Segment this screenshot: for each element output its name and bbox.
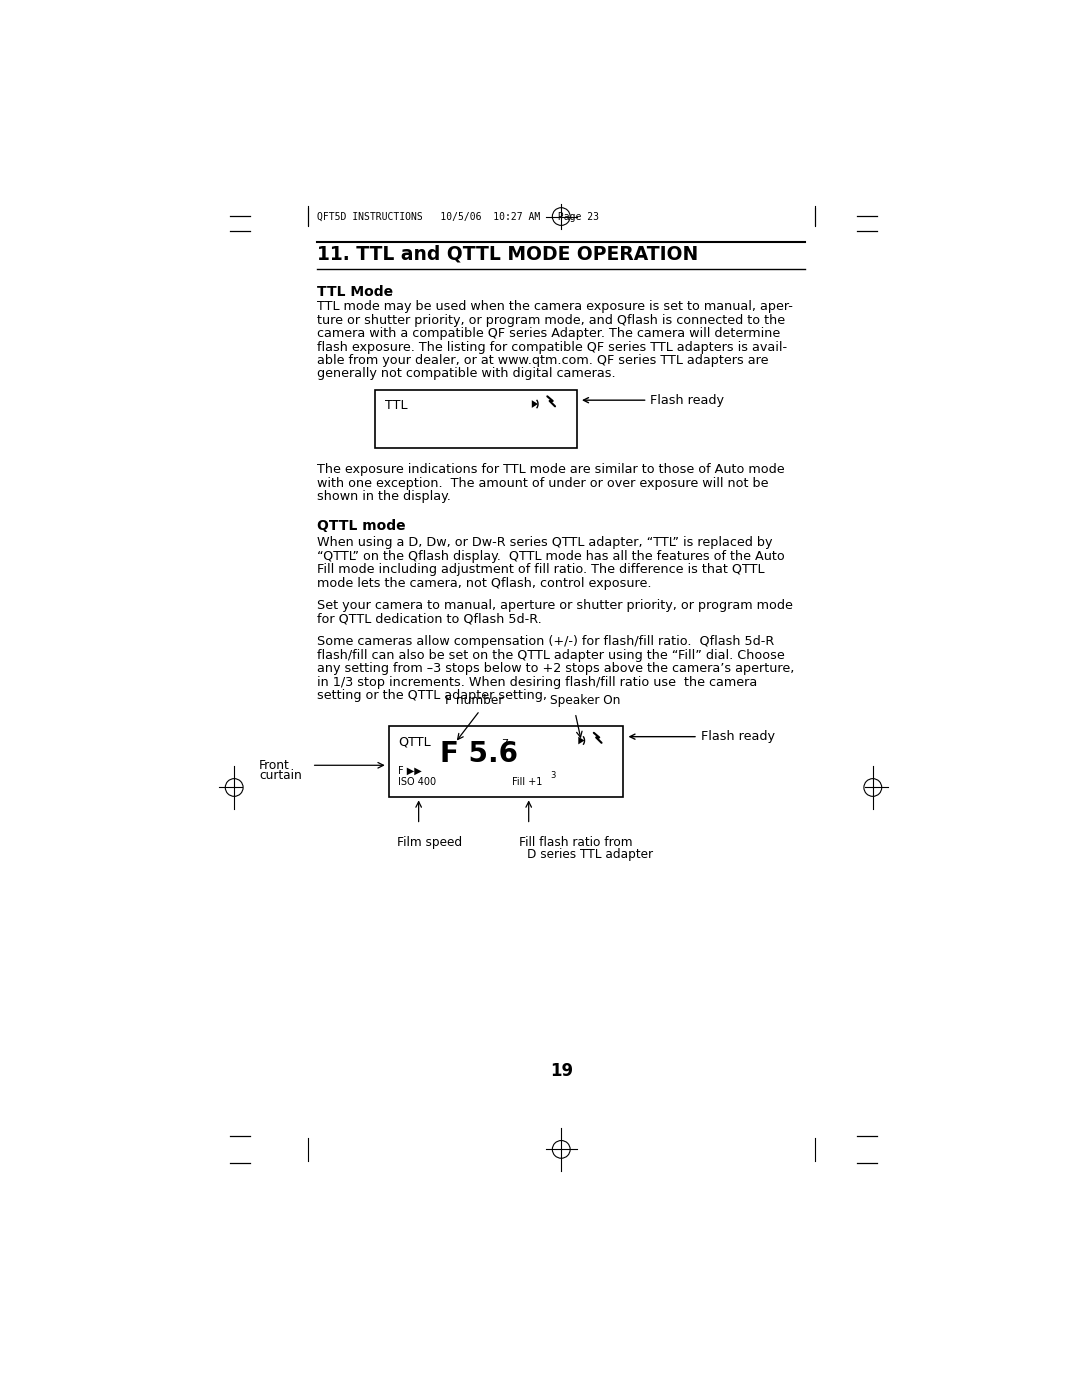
Text: Fill mode including adjustment of fill ratio. The difference is that QTTL: Fill mode including adjustment of fill r…	[318, 563, 765, 576]
Text: any setting from –3 stops below to +2 stops above the camera’s aperture,: any setting from –3 stops below to +2 st…	[318, 662, 795, 675]
Text: “QTTL” on the Qflash display.  QTTL mode has all the features of the Auto: “QTTL” on the Qflash display. QTTL mode …	[318, 549, 785, 563]
Text: 19: 19	[550, 1062, 572, 1080]
Text: able from your dealer, or at www.qtm.com. QF series TTL adapters are: able from your dealer, or at www.qtm.com…	[318, 353, 769, 367]
Text: QTTL mode: QTTL mode	[318, 520, 406, 534]
Text: in 1/3 stop increments. When desiring flash/fill ratio use  the camera: in 1/3 stop increments. When desiring fl…	[318, 676, 757, 689]
Text: Fill +1: Fill +1	[512, 777, 542, 787]
Text: Set your camera to manual, aperture or shutter priority, or program mode: Set your camera to manual, aperture or s…	[318, 599, 793, 612]
Polygon shape	[578, 736, 584, 745]
Text: flash exposure. The listing for compatible QF series TTL adapters is avail-: flash exposure. The listing for compatib…	[318, 341, 787, 353]
Text: When using a D, Dw, or Dw-R series QTTL adapter, “TTL” is replaced by: When using a D, Dw, or Dw-R series QTTL …	[318, 536, 772, 549]
Bar	[389, 726, 623, 798]
Polygon shape	[531, 400, 538, 408]
Text: 3: 3	[551, 771, 556, 780]
Text: ISO 400: ISO 400	[399, 777, 436, 787]
Text: Some cameras allow compensation (+/-) for flash/fill ratio.  Qflash 5d-R: Some cameras allow compensation (+/-) fo…	[318, 636, 774, 648]
Text: curtain: curtain	[259, 770, 301, 782]
Text: generally not compatible with digital cameras.: generally not compatible with digital ca…	[318, 367, 616, 380]
Text: The exposure indications for TTL mode are similar to those of Auto mode: The exposure indications for TTL mode ar…	[318, 464, 785, 476]
Text: 11. TTL and QTTL MODE OPERATION: 11. TTL and QTTL MODE OPERATION	[318, 244, 699, 264]
Text: camera with a compatible QF series Adapter. The camera will determine: camera with a compatible QF series Adapt…	[318, 327, 781, 339]
Text: F number: F number	[445, 693, 503, 707]
Text: Film speed: Film speed	[397, 835, 462, 849]
Text: shown in the display.: shown in the display.	[318, 490, 451, 503]
Text: QTTL: QTTL	[399, 736, 431, 749]
Text: for QTTL dedication to Qflash 5d-R.: for QTTL dedication to Qflash 5d-R.	[318, 613, 542, 626]
Text: 7: 7	[501, 739, 509, 749]
Text: Fill flash ratio from: Fill flash ratio from	[519, 835, 633, 849]
Bar	[375, 390, 577, 448]
Text: setting or the QTTL adapter setting,: setting or the QTTL adapter setting,	[318, 689, 551, 703]
Text: TTL Mode: TTL Mode	[318, 285, 393, 299]
Text: Speaker On: Speaker On	[550, 693, 620, 707]
Text: ture or shutter priority, or program mode, and Qflash is connected to the: ture or shutter priority, or program mod…	[318, 313, 785, 327]
Text: Flash ready: Flash ready	[630, 731, 774, 743]
Text: TTL mode may be used when the camera exposure is set to manual, aper-: TTL mode may be used when the camera exp…	[318, 300, 793, 313]
Text: F ▶▶: F ▶▶	[399, 766, 422, 775]
Text: Front: Front	[259, 759, 289, 773]
Text: QFT5D INSTRUCTIONS   10/5/06  10:27 AM   Page 23: QFT5D INSTRUCTIONS 10/5/06 10:27 AM Page…	[318, 212, 599, 222]
Text: with one exception.  The amount of under or over exposure will not be: with one exception. The amount of under …	[318, 476, 769, 490]
Text: mode lets the camera, not Qflash, control exposure.: mode lets the camera, not Qflash, contro…	[318, 577, 651, 590]
Text: Flash ready: Flash ready	[583, 394, 725, 407]
Text: F 5.6: F 5.6	[440, 740, 517, 768]
Text: flash/fill can also be set on the QTTL adapter using the “Fill” dial. Choose: flash/fill can also be set on the QTTL a…	[318, 648, 785, 662]
Text: D series TTL adapter: D series TTL adapter	[527, 848, 653, 861]
Text: TTL: TTL	[384, 400, 407, 412]
